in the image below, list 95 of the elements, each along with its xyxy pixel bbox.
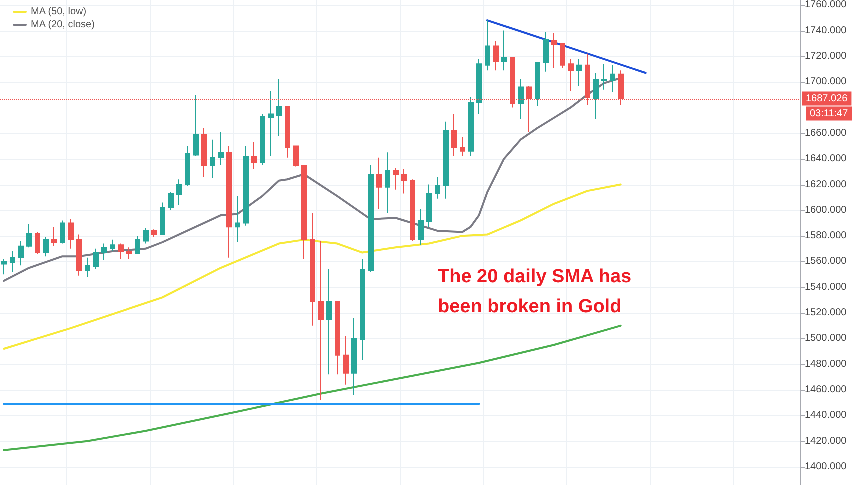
candlestick <box>251 142 257 170</box>
candlestick <box>110 239 115 252</box>
text: 03:11:47 <box>810 108 849 120</box>
candlestick <box>610 64 615 93</box>
candlestick <box>76 234 82 276</box>
candlestick <box>160 202 165 236</box>
candlestick <box>385 152 390 214</box>
candlestick <box>268 90 274 158</box>
candlestick <box>218 132 224 166</box>
candlestick <box>393 168 399 190</box>
line-series <box>3 324 622 452</box>
candlestick <box>493 40 499 72</box>
y-tick-label: 1640.000 <box>805 154 848 165</box>
candlestick <box>310 212 315 326</box>
candlestick <box>10 250 15 273</box>
candlestick <box>593 72 599 120</box>
candlestick <box>176 179 182 206</box>
candlestick <box>376 157 382 210</box>
y-tick-label: 1440.000 <box>805 410 848 422</box>
candlestick <box>351 318 357 396</box>
candlestick <box>243 146 249 226</box>
candlestick <box>418 208 424 246</box>
candlestick <box>576 58 582 86</box>
candlestick <box>201 128 207 178</box>
candlestick <box>543 32 549 72</box>
candlestick <box>476 58 482 115</box>
candlestick <box>460 136 465 158</box>
y-tick-label: 1560.000 <box>805 256 848 268</box>
y-tick-label: 1700.000 <box>805 76 848 88</box>
candlestick <box>401 168 407 194</box>
candlestick <box>85 257 90 278</box>
candlestick <box>360 258 365 362</box>
candlestick <box>551 32 557 69</box>
candlestick <box>293 146 299 168</box>
candlestick <box>68 218 74 250</box>
candlestick <box>335 301 340 376</box>
candlestick <box>535 62 540 107</box>
candlestick <box>368 165 374 273</box>
y-tick-label: 1500.000 <box>805 333 848 344</box>
candlestick <box>443 121 449 200</box>
y-tick-label: 1460.000 <box>805 384 848 396</box>
candlestick <box>135 236 140 255</box>
candlestick <box>193 94 199 158</box>
candlestick <box>168 192 174 211</box>
y-tick-label: 1400.000 <box>805 462 848 473</box>
candlestick <box>285 106 290 158</box>
candlestick <box>226 146 232 258</box>
candlestick <box>485 20 490 72</box>
candlestick <box>318 240 324 401</box>
y-tick-label: 1760.000 <box>805 0 848 11</box>
candlestick <box>26 224 32 248</box>
candlestick <box>518 79 524 120</box>
candlestick <box>301 165 307 260</box>
candlestick <box>51 226 57 247</box>
annotation: The 20 daily SMA has been broken in Gold <box>438 266 632 318</box>
candlestick <box>126 247 132 260</box>
candlestick <box>276 79 282 137</box>
y-tick-label: 1420.000 <box>805 436 848 447</box>
y-tick-label: 1660.000 <box>805 128 848 139</box>
candlestick <box>601 64 607 90</box>
candlestick <box>426 184 432 228</box>
candlestick <box>1 258 7 276</box>
candlestick <box>501 30 507 72</box>
y-tick-label: 1540.000 <box>805 282 848 293</box>
candlestick <box>101 243 107 261</box>
y-tick-label: 1740.000 <box>805 25 848 36</box>
y-tick-label: 1720.000 <box>805 50 848 62</box>
candlestick <box>143 228 149 244</box>
legend-label: MA (50, low) <box>31 6 87 18</box>
candlestick <box>18 240 24 266</box>
candlestick <box>35 232 40 255</box>
y-tick-label: 1520.000 <box>805 308 848 319</box>
candlestick <box>118 243 124 260</box>
candlestick <box>326 268 332 376</box>
candlestick <box>451 114 457 158</box>
candlestick <box>43 236 49 258</box>
candlestick <box>435 176 440 200</box>
candlestick <box>343 336 349 386</box>
candlestick <box>560 43 565 69</box>
candlestick <box>60 220 65 244</box>
candlestick <box>235 196 240 243</box>
candlestick <box>210 139 215 179</box>
legend-label: MA (20, close) <box>31 20 95 30</box>
candlestick <box>410 179 415 242</box>
candlestick <box>568 58 574 92</box>
candlestick <box>260 114 265 166</box>
y-tick-label: 1480.000 <box>805 358 848 370</box>
candlestick <box>468 97 474 158</box>
y-tick-label: 1600.000 <box>805 204 848 216</box>
y-tick-label: 1580.000 <box>805 230 848 242</box>
candlestick <box>93 248 99 270</box>
candlestick <box>151 229 157 238</box>
y-tick-label: 1620.000 <box>805 179 848 190</box>
ref-line-label: 1687.026 <box>806 93 848 104</box>
candlestick <box>185 146 190 187</box>
